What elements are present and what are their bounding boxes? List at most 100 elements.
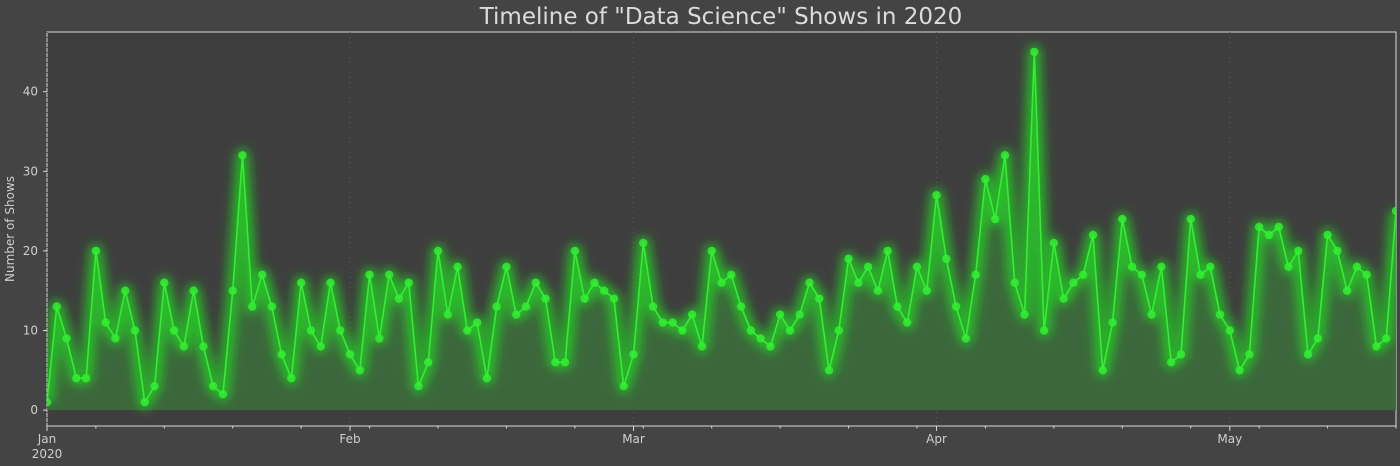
data-point	[1098, 366, 1107, 375]
x-tick-label: Apr	[926, 432, 947, 446]
data-point	[590, 278, 599, 287]
data-point	[912, 262, 922, 272]
data-point	[199, 342, 208, 351]
data-point	[1254, 222, 1264, 232]
data-point	[345, 350, 355, 359]
data-point	[629, 350, 638, 359]
data-point	[1235, 366, 1244, 375]
data-point	[492, 302, 501, 311]
data-point	[678, 326, 687, 335]
data-point	[1030, 47, 1039, 57]
data-point	[1010, 278, 1019, 287]
data-point	[1274, 222, 1283, 232]
data-point	[355, 366, 365, 375]
data-point	[991, 214, 1000, 224]
data-point	[414, 382, 423, 391]
data-point	[1294, 246, 1303, 256]
data-point	[580, 294, 589, 303]
data-point	[248, 302, 257, 311]
data-point	[1323, 230, 1332, 240]
data-point	[502, 262, 511, 272]
data-point	[316, 342, 325, 351]
data-point	[1157, 262, 1166, 272]
data-point	[365, 270, 374, 279]
data-point	[218, 389, 228, 399]
data-point	[609, 294, 619, 303]
x-tick-label: Jan	[37, 432, 57, 446]
data-point	[648, 302, 658, 311]
data-point	[150, 382, 159, 391]
data-point	[883, 246, 892, 256]
data-point	[903, 318, 912, 327]
data-point	[238, 151, 247, 160]
data-point	[1333, 246, 1342, 256]
data-point	[287, 374, 296, 383]
data-point	[873, 286, 883, 295]
data-point	[433, 246, 443, 256]
data-point	[531, 278, 540, 287]
x-tick-label: Mar	[622, 432, 645, 446]
data-point	[658, 318, 668, 327]
data-point	[893, 302, 902, 311]
y-axis: 0 10 20 30 40	[23, 85, 47, 417]
data-point	[981, 175, 990, 184]
data-point	[1362, 270, 1371, 279]
data-point	[91, 246, 101, 256]
data-point	[1147, 310, 1156, 319]
data-point	[267, 302, 277, 311]
data-point	[160, 278, 169, 287]
data-point	[541, 294, 550, 303]
data-point	[1039, 326, 1049, 335]
data-point	[815, 294, 824, 303]
data-point	[1088, 230, 1098, 240]
data-point	[854, 278, 863, 287]
data-point	[189, 286, 198, 295]
data-point	[1284, 262, 1293, 272]
data-point	[697, 342, 707, 351]
data-point	[121, 286, 130, 295]
y-tick-label: 20	[23, 244, 38, 258]
data-point	[1196, 270, 1205, 279]
data-point	[72, 374, 81, 383]
data-point	[844, 254, 853, 264]
data-point	[394, 294, 404, 303]
data-point	[756, 334, 765, 343]
data-point	[795, 310, 804, 319]
x-tick-sublabel: 2020	[32, 447, 63, 461]
data-point	[1215, 310, 1225, 319]
data-point	[687, 310, 697, 319]
data-point	[727, 270, 736, 279]
data-point	[961, 334, 971, 343]
data-point	[1313, 334, 1323, 343]
data-points	[47, 47, 1396, 407]
data-point	[1352, 262, 1362, 272]
data-point	[81, 374, 91, 383]
data-point	[707, 246, 716, 256]
data-point	[463, 326, 472, 335]
data-point	[1303, 350, 1313, 359]
data-point	[47, 397, 52, 407]
x-tick-label: May	[1217, 432, 1242, 446]
data-point	[746, 326, 756, 335]
data-point	[62, 334, 71, 343]
data-point	[453, 262, 462, 272]
grid-lines	[46, 32, 1231, 426]
data-point	[1069, 278, 1078, 287]
data-point	[1000, 151, 1010, 160]
data-point	[1108, 318, 1117, 327]
data-point	[472, 318, 482, 327]
data-point	[971, 270, 980, 279]
data-point	[736, 302, 746, 311]
data-point	[775, 310, 785, 319]
data-point	[179, 342, 189, 351]
data-point	[1186, 214, 1195, 224]
data-point	[570, 246, 580, 256]
data-point	[785, 326, 795, 335]
y-axis-label: Number of Shows	[3, 176, 17, 282]
data-point	[296, 278, 306, 287]
data-point	[404, 278, 413, 287]
data-point	[375, 334, 384, 343]
data-point	[824, 366, 834, 375]
